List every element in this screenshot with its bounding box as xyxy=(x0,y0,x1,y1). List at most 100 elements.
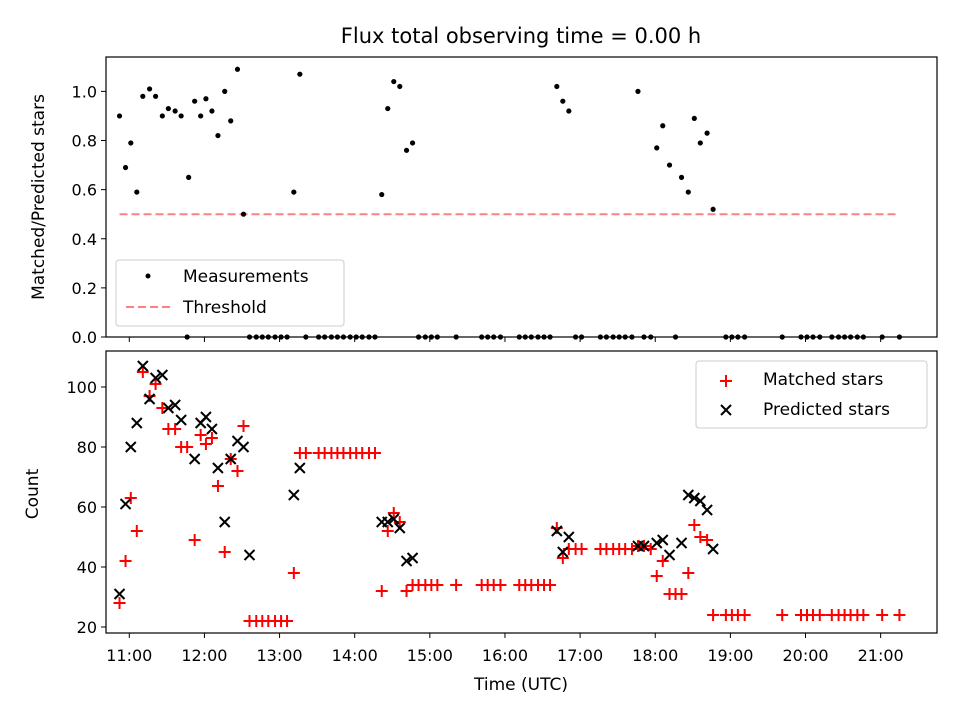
measurement-point xyxy=(622,334,628,340)
measurement-point xyxy=(841,334,848,340)
measurement-point xyxy=(334,334,341,340)
predicted-star-point xyxy=(400,555,413,567)
predicted-star-point xyxy=(563,531,575,543)
matched-star-point xyxy=(136,366,149,378)
matched-star-point xyxy=(656,555,669,567)
top-y-tick-label: 0.8 xyxy=(72,132,97,151)
matched-star-point xyxy=(494,579,507,591)
matched-star-point xyxy=(199,438,212,450)
predicted-star-point xyxy=(125,441,137,453)
legend-threshold-label: Threshold xyxy=(182,298,267,318)
top-y-tick-label: 0.6 xyxy=(72,181,97,200)
measurement-point xyxy=(535,334,541,340)
matched-star-point xyxy=(130,525,143,537)
bottom-y-axis-label: Count xyxy=(23,468,43,519)
matched-star-point xyxy=(205,432,218,444)
measurement-point xyxy=(860,334,866,340)
matched-star-point xyxy=(169,423,182,435)
measurement-point xyxy=(353,334,359,340)
predicted-star-point xyxy=(394,522,406,534)
matched-star-point xyxy=(400,585,413,597)
bottom-x-tick-label: 16:00 xyxy=(482,646,528,665)
measurement-point xyxy=(654,145,660,151)
predicted-star-point xyxy=(156,369,169,381)
measurement-point xyxy=(854,334,860,340)
measurement-point xyxy=(159,113,165,119)
matched-star-point xyxy=(544,579,557,591)
predicted-star-point xyxy=(131,417,143,429)
measurement-point xyxy=(723,334,729,340)
measurement-point xyxy=(165,105,171,112)
top-y-axis-label: Matched/Predicted stars xyxy=(29,94,49,300)
top-y-tick-label: 0.4 xyxy=(72,230,97,249)
matched-star-point xyxy=(237,420,250,432)
predicted-star-point xyxy=(382,516,394,528)
predicted-star-point xyxy=(657,534,669,546)
measurement-point xyxy=(629,334,635,340)
bottom-legend: Matched stars Predicted stars xyxy=(695,360,928,429)
measurement-point xyxy=(322,334,328,340)
predicted-star-point xyxy=(243,549,256,561)
measurement-point xyxy=(116,113,123,119)
matched-star-point xyxy=(876,609,889,621)
matched-star-point xyxy=(299,447,312,459)
predicted-star-point xyxy=(682,489,695,501)
measurement-point xyxy=(297,71,303,77)
matched-star-point xyxy=(738,609,751,621)
legend-matched-marker xyxy=(720,375,732,387)
chart-title: Flux total observing time = 0.00 h xyxy=(341,24,701,48)
bottom-x-tick-label: 20:00 xyxy=(782,646,828,665)
bottom-x-tick-label: 11:00 xyxy=(106,646,152,665)
predicted-star-point xyxy=(701,504,713,516)
measurement-point xyxy=(810,334,816,340)
matched-star-point xyxy=(431,579,444,591)
measurement-point xyxy=(259,334,265,340)
x-axis-label: Time (UTC) xyxy=(473,675,568,695)
matched-star-point xyxy=(181,441,194,453)
bottom-y-tick-label: 100 xyxy=(66,378,97,397)
measurement-point xyxy=(152,93,159,99)
predicted-star-point xyxy=(113,588,126,600)
measurement-point xyxy=(203,96,209,102)
measurement-point xyxy=(340,334,347,340)
measurement-point xyxy=(215,132,221,139)
measurement-point xyxy=(603,334,610,340)
predicted-star-point xyxy=(237,441,250,453)
predicted-star-point xyxy=(406,552,419,564)
matched-star-point xyxy=(813,609,826,621)
bottom-x-tick-label: 15:00 xyxy=(407,646,453,665)
bottom-y-tick-label: 80 xyxy=(77,438,97,457)
matched-star-point xyxy=(381,525,394,537)
measurement-point xyxy=(140,93,146,99)
measurement-point xyxy=(178,113,184,119)
matched-star-point xyxy=(701,534,714,546)
predicted-star-point xyxy=(175,414,187,426)
bottom-panel: 20 40 60 80 100 11:00 12:00 13:00 14:00 15:00 16:0… xyxy=(66,350,938,665)
top-y-tick-label: 0.0 xyxy=(72,328,97,347)
bottom-x-tick-label: 12:00 xyxy=(181,646,227,665)
bottom-x-tick-label: 21:00 xyxy=(858,646,904,665)
predicted-star-point xyxy=(675,537,688,549)
measurement-point xyxy=(829,334,835,340)
measurement-point xyxy=(379,191,385,198)
measurement-point xyxy=(735,334,741,340)
measurement-point xyxy=(560,98,566,104)
matched-star-point xyxy=(211,480,224,492)
measurement-point xyxy=(497,334,504,340)
matched-star-point xyxy=(707,609,720,621)
predicted-star-point xyxy=(388,513,400,525)
measurement-point xyxy=(648,334,654,340)
matched-star-point xyxy=(368,447,381,459)
measurement-point xyxy=(303,334,309,340)
measurement-point xyxy=(528,334,534,340)
measurement-point xyxy=(522,334,528,340)
predicted-star-point xyxy=(143,393,156,405)
bottom-x-tick-label: 19:00 xyxy=(707,646,753,665)
measurement-point xyxy=(597,334,603,340)
predicted-star-point xyxy=(694,495,707,507)
measurement-point xyxy=(491,334,497,340)
matched-star-point xyxy=(194,429,207,441)
measurement-point xyxy=(672,334,679,340)
measurement-point xyxy=(146,86,153,92)
top-legend-frame xyxy=(115,259,345,327)
